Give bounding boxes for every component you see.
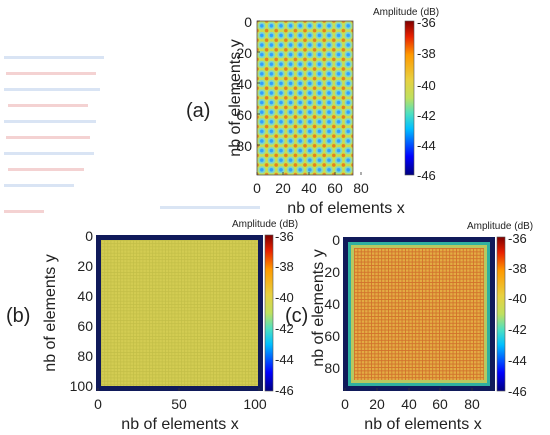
- y-tick-label: 40: [324, 296, 340, 312]
- colorbar-tick-label: -44: [417, 138, 436, 153]
- y-tick-label: 80: [236, 138, 252, 154]
- ticks-a: [256, 20, 362, 175]
- colorbar-tick-label: -38: [508, 261, 527, 276]
- colorbar-b: [264, 234, 274, 392]
- x-tick-label: 20: [275, 180, 291, 196]
- panel-a: 0 20 40 60 80 0 20 40 60 80 nb of elemen…: [186, 7, 439, 217]
- colorbar-tick-label: -46: [417, 168, 436, 183]
- colorbar-tick-label: -42: [508, 322, 527, 337]
- x-tick-label: 60: [327, 180, 343, 196]
- panel-label-c: (c): [285, 305, 308, 327]
- x-axis-label: nb of elements x: [287, 200, 404, 217]
- colorbar-tick-label: -40: [417, 78, 436, 93]
- y-tick-label: 0: [244, 14, 252, 30]
- x-tick-label: 80: [353, 180, 369, 196]
- y-axis-label: nb of elements y: [227, 39, 244, 156]
- heatmap-a: [257, 21, 353, 175]
- y-tick-label: 40: [236, 76, 252, 92]
- ticks-b: [97, 388, 260, 391]
- y-tick-label: 20: [324, 264, 340, 280]
- y-axis-label: nb of elements y: [310, 249, 327, 366]
- colorbar-title: Amplitude (dB): [373, 7, 439, 18]
- x-tick-label: 40: [401, 396, 417, 412]
- x-tick-label: 0: [253, 180, 261, 196]
- colorbar-tick-label: -44: [275, 352, 294, 367]
- y-tick-label: 0: [332, 232, 340, 248]
- y-tick-label: 20: [236, 45, 252, 61]
- y-tick-label: 60: [236, 107, 252, 123]
- colorbar-tick-label: -46: [508, 384, 527, 399]
- y-tick-label: 80: [77, 348, 93, 364]
- x-axis-label: nb of elements x: [121, 416, 238, 433]
- panel-label-b: (b): [6, 305, 30, 327]
- colorbar-tick-label: -40: [508, 291, 527, 306]
- y-tick-label: 100: [70, 378, 94, 394]
- y-tick-label: 0: [85, 228, 93, 244]
- y-tick-label: 60: [324, 328, 340, 344]
- colorbar-tick-label: -36: [417, 15, 436, 30]
- y-tick-label: 20: [77, 258, 93, 274]
- y-tick-label: 60: [77, 318, 93, 334]
- heatmap-b: [101, 240, 258, 386]
- colorbar-title: Amplitude (dB): [232, 219, 298, 230]
- colorbar-tick-label: -38: [275, 259, 294, 274]
- colorbar-tick-label: -44: [508, 353, 527, 368]
- colorbar-tick-label: -40: [275, 290, 294, 305]
- colorbar-tick-label: -42: [275, 321, 294, 336]
- x-tick-label: 80: [464, 396, 480, 412]
- panel-b: 0 50 100 0 20 40 60 80 100 nb of element…: [6, 219, 298, 433]
- ticks-c: [344, 388, 473, 391]
- x-tick-label: 50: [171, 396, 187, 412]
- x-tick-label: 100: [243, 396, 267, 412]
- heatmap-c: [354, 248, 484, 380]
- x-tick-label: 60: [432, 396, 448, 412]
- x-tick-label: 40: [301, 180, 317, 196]
- plot-frame-a: [256, 20, 354, 176]
- panel-c: 0 20 40 60 80 0 20 40 60 80 nb of elemen…: [285, 221, 533, 433]
- y-axis-label: nb of elements y: [42, 254, 59, 371]
- colorbar-tick-label: -38: [417, 46, 436, 61]
- y-tick-label: 80: [324, 360, 340, 376]
- x-tick-label: 0: [341, 396, 349, 412]
- colorbar-title: Amplitude (dB): [467, 221, 533, 232]
- y-tick-label: 40: [77, 288, 93, 304]
- colorbar-tick-label: -46: [275, 383, 294, 398]
- x-tick-label: 20: [369, 396, 385, 412]
- background-artifact: [4, 56, 260, 213]
- x-tick-label: 0: [94, 396, 102, 412]
- colorbar-tick-label: -36: [275, 229, 294, 244]
- panel-label-a: (a): [186, 100, 210, 122]
- colorbar-tick-label: -36: [508, 231, 527, 246]
- x-axis-label: nb of elements x: [364, 416, 481, 433]
- colorbar-c: [496, 236, 506, 392]
- colorbar-a: [404, 20, 415, 176]
- colorbar-tick-label: -42: [417, 108, 436, 123]
